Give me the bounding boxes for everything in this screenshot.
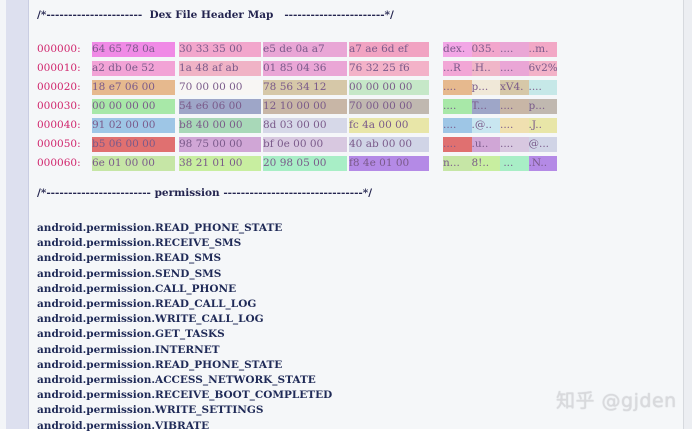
permission-item: android.permission.GET_TASKS <box>37 328 225 341</box>
permission-item: android.permission.WRITE_SETTINGS <box>37 404 264 417</box>
permission-item: android.permission.SEND_SMS <box>37 267 222 280</box>
hex-ascii-segment: dex. <box>443 42 472 57</box>
hex-byte-group: 8d 03 00 00 <box>263 118 347 133</box>
hex-byte-group: 64 65 78 0a <box>92 42 175 57</box>
hex-byte-group: a7 ae 6d ef <box>349 42 429 57</box>
permission-item: android.permission.READ_PHONE_STATE <box>37 222 283 234</box>
hex-ascii-segment: .... <box>443 99 472 114</box>
hex-byte-group: bf 0e 00 00 <box>263 137 347 152</box>
hex-byte-group: 76 32 25 f6 <box>349 61 429 76</box>
hex-byte-group: 6e 01 00 00 <box>92 156 175 171</box>
hex-byte-group: 20 98 05 00 <box>263 156 347 171</box>
permission-item: android.permission.VIBRATE <box>37 419 210 432</box>
hex-byte-group: 70 00 00 00 <box>349 99 429 114</box>
hex-byte-group: 30 33 35 00 <box>179 42 261 57</box>
hex-byte-group: 00 00 00 00 <box>92 99 175 114</box>
hex-ascii-segment: .... <box>443 137 472 152</box>
hex-byte-group: f8 4e 01 00 <box>349 156 429 171</box>
hex-ascii-segment: .... <box>443 118 472 133</box>
hex-offset: 000040: <box>37 119 81 131</box>
hex-byte-group: 98 75 00 00 <box>179 137 261 152</box>
permission-section-title: /*------------------------ permission --… <box>37 187 373 199</box>
hex-ascii-segment: T... <box>471 99 500 114</box>
hex-byte-group: 12 10 00 00 <box>263 99 347 114</box>
hex-byte-group: a2 db 0e 52 <box>92 61 175 76</box>
vertical-scrollbar[interactable] <box>683 0 692 429</box>
hex-ascii-segment: n... <box>443 156 472 171</box>
hex-byte-group: 18 e7 06 00 <box>92 80 175 95</box>
hex-byte-group: 54 e6 06 00 <box>179 99 261 114</box>
hex-ascii-segment: 8!.. <box>471 156 500 171</box>
hex-byte-group: 38 21 01 00 <box>179 156 261 171</box>
permission-item: android.permission.READ_CALL_LOG <box>37 298 257 310</box>
hex-byte-group: 00 00 00 00 <box>349 80 429 95</box>
permission-item: android.permission.CALL_PHONE <box>37 282 237 295</box>
hex-ascii-segment: .... <box>500 118 529 133</box>
hex-byte-group: 40 ab 00 00 <box>349 137 429 152</box>
permission-item: android.permission.ACCESS_NETWORK_STATE <box>37 374 316 386</box>
hex-ascii-segment: xV4. <box>500 80 529 95</box>
hex-offset: 000060: <box>37 157 81 169</box>
hex-byte-group: b5 06 00 00 <box>92 137 175 152</box>
hex-ascii-segment: .... <box>500 61 529 76</box>
hex-ascii-segment: ... <box>500 156 529 171</box>
hex-ascii-segment: .H.. <box>471 61 500 76</box>
hex-offset: 000010: <box>37 62 81 74</box>
watermark: 知乎 @gjden <box>556 390 677 412</box>
hex-byte-group: 01 85 04 36 <box>263 61 347 76</box>
hex-ascii-segment: p... <box>471 80 500 95</box>
hex-offset: 000030: <box>37 100 81 112</box>
hex-byte-group: e5 de 0a a7 <box>263 42 347 57</box>
permission-item: android.permission.RECEIVE_SMS <box>37 237 242 250</box>
hex-byte-group: 1a 48 af ab <box>179 61 261 76</box>
hex-ascii-segment: ...R <box>443 61 472 76</box>
hex-ascii-segment: .@.. <box>471 118 500 133</box>
hex-offset: 000000: <box>37 43 81 55</box>
hex-ascii-segment: .... <box>500 99 529 114</box>
hex-byte-group: 78 56 34 12 <box>263 80 347 95</box>
hex-ascii-segment: p... <box>528 99 557 114</box>
hex-byte-group: fc 4a 00 00 <box>349 118 429 133</box>
permission-item: android.permission.WRITE_CALL_LOG <box>37 313 264 326</box>
hex-ascii-segment: 035. <box>471 42 500 57</box>
hex-offset: 000050: <box>37 138 81 150</box>
hex-ascii-segment: ..m. <box>528 42 557 57</box>
permission-item: android.permission.INTERNET <box>37 343 220 356</box>
hex-ascii-segment: .... <box>500 42 529 57</box>
permission-item: android.permission.READ_PHONE_STATE <box>37 358 283 371</box>
line-gutter <box>6 0 29 429</box>
hex-ascii-segment: .u.. <box>471 137 500 152</box>
hex-ascii-segment: .... <box>500 137 529 152</box>
permission-item: android.permission.READ_SMS <box>37 252 222 265</box>
hex-ascii-segment: .... <box>528 80 557 95</box>
hex-ascii-segment: .J.. <box>528 118 557 133</box>
hex-ascii-segment: .N.. <box>528 156 557 171</box>
hex-ascii-segment: @... <box>528 137 557 152</box>
hex-byte-group: 91 02 00 00 <box>92 118 175 133</box>
hex-offset: 000020: <box>37 81 81 93</box>
hex-ascii-segment: 6v2%. <box>528 61 557 76</box>
permission-item: android.permission.RECEIVE_BOOT_COMPLETE… <box>37 389 333 402</box>
dex-header-map-title: /*---------------------- Dex File Header… <box>37 9 394 21</box>
hex-byte-group: b8 40 00 00 <box>179 118 261 133</box>
hex-byte-group: 70 00 00 00 <box>179 80 261 95</box>
hex-ascii-segment: .... <box>443 80 472 95</box>
